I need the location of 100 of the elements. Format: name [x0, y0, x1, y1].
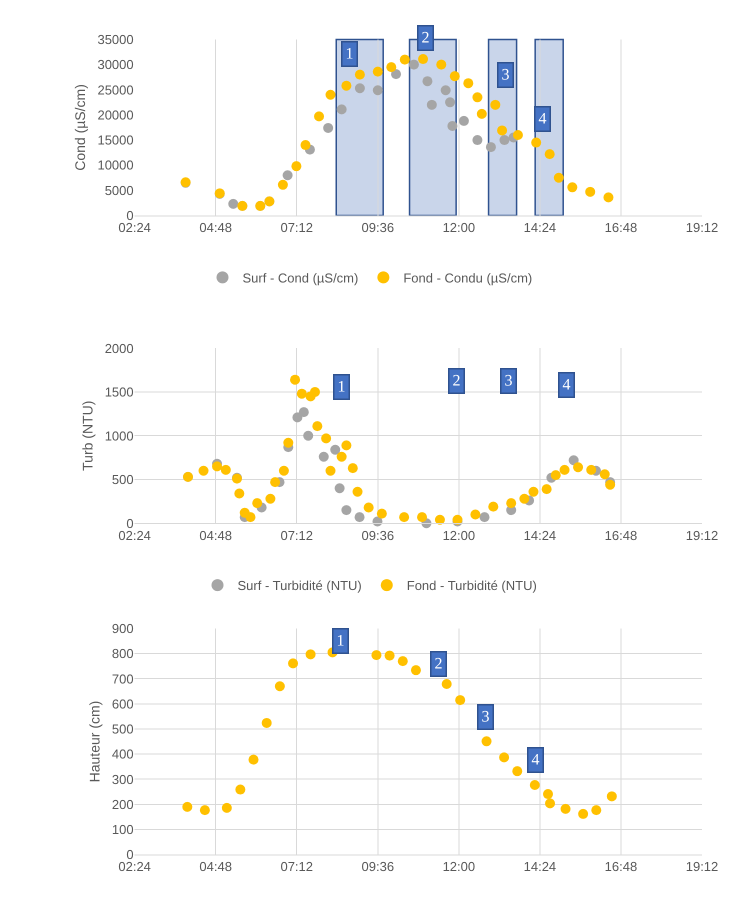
x-tick-label: 16:48: [604, 220, 638, 236]
y-tick-label: 1500: [104, 384, 134, 400]
point: [321, 433, 332, 444]
point: [399, 512, 410, 522]
point: [586, 464, 596, 475]
point: [318, 452, 329, 462]
point: [182, 802, 192, 812]
point: [476, 108, 487, 119]
point: [384, 650, 395, 661]
point: [265, 494, 276, 504]
y-tick-label: 2000: [104, 340, 134, 356]
point: [578, 808, 588, 819]
point: [283, 438, 294, 448]
y-tick-label: 500: [112, 472, 134, 488]
y-axis-title: Hauteur (cm): [86, 700, 103, 782]
x-tick-label: 07:12: [280, 528, 314, 543]
point: [212, 461, 222, 472]
point: [458, 116, 469, 126]
point: [228, 198, 238, 209]
x-tick-label: 14:24: [524, 859, 556, 874]
point: [447, 120, 458, 131]
x-tick-label: 16:48: [604, 528, 638, 543]
point: [312, 421, 322, 432]
point: [391, 69, 402, 80]
x-tick-label: 12:00: [442, 859, 476, 874]
point: [436, 60, 446, 70]
point: [341, 505, 352, 516]
point: [352, 486, 363, 497]
y-tick-label: 600: [112, 696, 134, 712]
point: [545, 798, 556, 808]
x-tick-label: 07:12: [280, 220, 314, 236]
x-tick-label: 16:48: [604, 859, 638, 874]
point: [445, 97, 456, 108]
point: [426, 100, 437, 110]
x-tick-label: 09:36: [362, 528, 394, 543]
annotation: 2: [422, 30, 430, 46]
y-tick-label: 400: [112, 746, 134, 762]
x-tick-label: 04:48: [199, 528, 232, 543]
point: [554, 172, 564, 183]
y-tick-label: 10000: [97, 158, 134, 173]
point: [400, 54, 410, 65]
point: [499, 752, 510, 762]
point: [470, 509, 480, 520]
point: [282, 170, 293, 180]
point: [450, 71, 460, 82]
annotation: 4: [538, 110, 546, 128]
x-tick-label: 07:12: [280, 859, 314, 874]
legend-label: Surf - Cond (µS/cm): [242, 270, 358, 286]
legend-label: Surf - Turbidité (NTU): [238, 578, 362, 594]
point: [336, 452, 347, 462]
x-tick-label: 04:48: [199, 220, 232, 236]
annotation: 4: [562, 376, 570, 394]
y-tick-label: 1000: [104, 428, 134, 444]
point: [235, 784, 246, 795]
point: [278, 180, 288, 190]
point: [354, 70, 365, 80]
y-tick-label: 200: [112, 796, 134, 812]
point: [531, 138, 542, 148]
annotation: 3: [504, 372, 512, 390]
x-tick-label: 19:12: [686, 220, 718, 236]
x-tick-label: 19:12: [686, 859, 718, 874]
point: [323, 122, 334, 133]
point: [573, 462, 584, 472]
point: [341, 80, 352, 91]
point: [488, 502, 498, 512]
point: [512, 130, 523, 140]
y-axis-title: Turb (NTU): [79, 400, 96, 471]
x-tick-label: 14:24: [524, 528, 556, 543]
annotation: 1: [338, 378, 346, 396]
point: [348, 463, 358, 474]
point: [334, 483, 345, 494]
y-tick-label: 15000: [97, 132, 134, 148]
point: [336, 104, 347, 114]
point: [200, 805, 210, 816]
point: [314, 111, 324, 122]
point: [278, 466, 289, 476]
x-tick-label: 04:48: [199, 859, 232, 874]
point: [310, 386, 320, 397]
point: [585, 186, 596, 197]
x-tick-label: 14:24: [524, 220, 556, 236]
legend-label: Fond - Turbidité (NTU): [406, 578, 537, 594]
point: [542, 484, 552, 494]
annotation: 4: [532, 752, 540, 768]
point: [408, 60, 419, 70]
point: [354, 83, 365, 94]
point: [543, 789, 553, 800]
point: [341, 440, 352, 450]
point: [591, 805, 602, 816]
point: [560, 804, 571, 814]
point: [303, 430, 314, 441]
point: [442, 678, 452, 689]
x-tick-label: 09:36: [362, 859, 394, 874]
x-tick-label: 09:36: [362, 220, 394, 236]
point: [567, 182, 578, 192]
point: [248, 754, 259, 765]
annotation: 3: [482, 708, 490, 726]
point: [326, 466, 336, 476]
point: [440, 85, 451, 96]
y-tick-label: 30000: [97, 57, 134, 72]
y-axis-title: Cond (µS/cm): [72, 84, 88, 171]
